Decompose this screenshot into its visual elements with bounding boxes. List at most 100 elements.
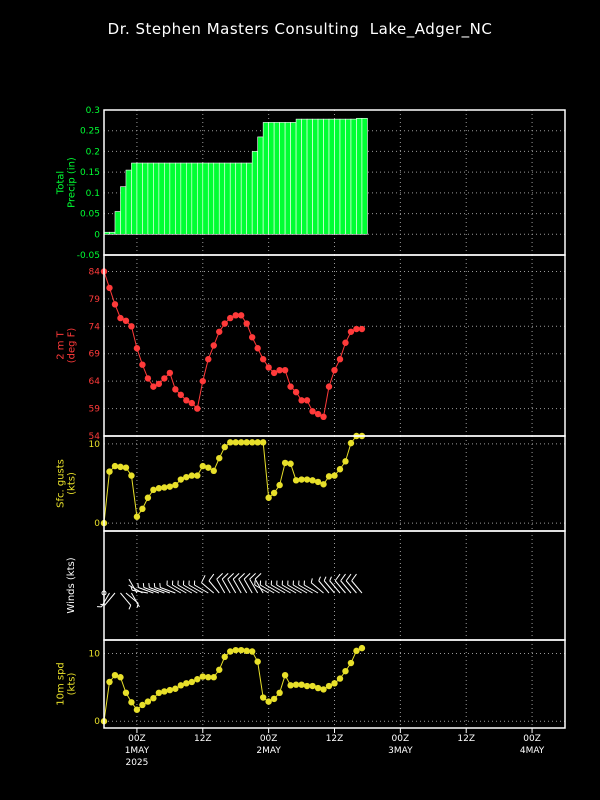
data-point: [281, 459, 289, 467]
data-point: [161, 484, 168, 491]
data-point: [276, 366, 283, 374]
data-point: [166, 483, 174, 490]
data-point: [139, 701, 146, 709]
wind-barb: [287, 580, 302, 594]
precip-bar: [191, 162, 198, 235]
wind-barb: [130, 585, 148, 594]
barb-staff: [351, 580, 363, 594]
barb-feather: [249, 573, 256, 580]
data-point: [144, 698, 152, 705]
precip-bar: [301, 118, 308, 235]
wind-barb: [351, 573, 363, 594]
barb-staff: [172, 584, 187, 594]
data-point: [325, 682, 333, 690]
precip-bar: [153, 162, 160, 235]
barb-staff: [227, 578, 237, 594]
data-point: [303, 682, 311, 690]
wind-barb: [232, 573, 242, 594]
precip-bar: [345, 118, 352, 235]
chart-title: Dr. Stephen Masters Consulting Lake_Adge…: [107, 20, 493, 38]
precip-bar: [251, 151, 258, 235]
data-point: [243, 439, 250, 446]
y-tick-label: 54: [89, 432, 101, 442]
precip-bar: [196, 162, 204, 235]
data-point: [194, 405, 201, 412]
barb-staff: [276, 584, 291, 594]
data-point: [292, 681, 300, 688]
data-point: [106, 468, 113, 475]
wind-barb: [208, 573, 220, 594]
data-point: [199, 377, 206, 385]
y-axis-label: 2 m T: [56, 330, 67, 359]
data-point: [303, 476, 311, 483]
barb-staff: [188, 584, 204, 594]
y-axis-label: Sfc. gusts: [56, 459, 67, 508]
data-point: [342, 667, 349, 675]
wind-barb: [329, 576, 341, 594]
data-point: [210, 674, 217, 681]
precip-bar: [317, 118, 324, 235]
wind-barb: [148, 583, 165, 594]
data-point: [227, 648, 234, 655]
wind-barb: [201, 575, 215, 594]
data-point: [232, 646, 239, 654]
precip-bar: [246, 162, 253, 235]
data-point: [199, 462, 206, 470]
data-point: [287, 383, 294, 390]
data-point: [216, 454, 223, 462]
data-point: [177, 682, 185, 689]
y-axis-label: (deg F): [67, 328, 78, 364]
y-axis-label: Winds (kts): [66, 557, 77, 613]
series-line: [103, 271, 362, 418]
barb-feather: [142, 583, 145, 588]
precip-bar: [224, 162, 231, 235]
data-point: [144, 494, 152, 501]
y-tick-label: 0: [94, 519, 100, 529]
barb-feather: [323, 576, 327, 581]
precip-bar: [350, 118, 357, 235]
data-point: [194, 676, 201, 683]
data-point: [210, 342, 217, 349]
data-point: [336, 675, 344, 682]
data-point: [194, 472, 201, 479]
wind-barb: [142, 583, 160, 594]
data-point: [155, 689, 163, 696]
data-point: [172, 386, 179, 393]
data-point: [122, 317, 130, 325]
barb-staff: [329, 580, 341, 594]
precip-bar: [262, 122, 269, 235]
precip-bar: [175, 162, 182, 235]
data-point: [259, 356, 267, 363]
data-point: [188, 472, 196, 479]
wind-barb: [216, 573, 226, 594]
data-point: [172, 685, 179, 692]
data-point: [117, 674, 124, 681]
data-point: [232, 439, 239, 446]
data-point: [216, 666, 223, 673]
data-point: [161, 375, 168, 382]
data-point: [303, 397, 311, 404]
data-point: [111, 301, 119, 308]
y-tick-label: 74: [89, 322, 101, 332]
precip-bar: [103, 231, 110, 235]
x-date-label: 1MAY: [125, 746, 150, 756]
data-point: [243, 647, 250, 655]
data-point: [216, 328, 223, 335]
data-point: [150, 486, 157, 494]
wind-barb: [177, 580, 193, 594]
data-point: [298, 476, 305, 483]
y-tick-label: 0.25: [80, 127, 100, 137]
x-tick-label: 12Z: [194, 734, 212, 744]
wind-barb: [221, 573, 231, 594]
data-point: [238, 646, 245, 654]
precip-bar: [323, 118, 330, 235]
data-point: [292, 477, 300, 484]
x-year-label: 2025: [125, 758, 148, 768]
data-point: [144, 375, 152, 382]
data-point: [111, 672, 119, 679]
wind-barb: [281, 580, 297, 594]
wind-barb: [298, 580, 313, 594]
data-point: [150, 695, 157, 702]
data-point: [331, 680, 338, 687]
barb-staff: [177, 584, 193, 594]
